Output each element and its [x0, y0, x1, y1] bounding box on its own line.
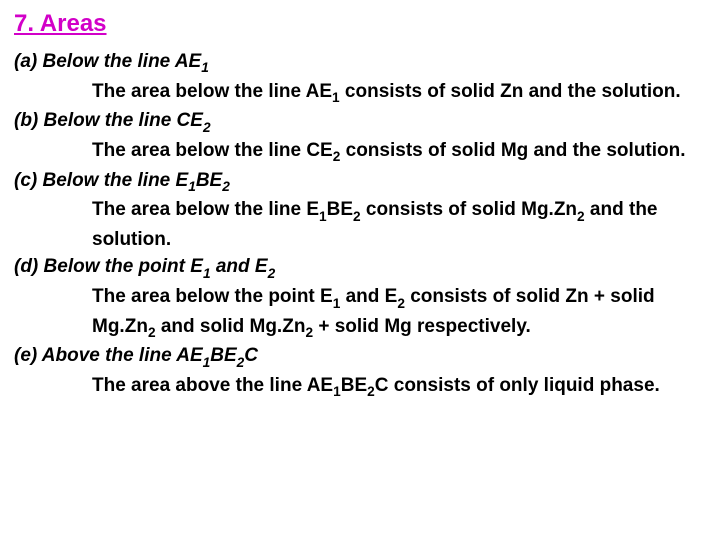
text: (a) Below the line AE — [14, 51, 201, 72]
text: and E — [211, 256, 268, 277]
item-e-body: The area above the line AE1BE2C consists… — [92, 372, 686, 402]
text: BE — [341, 375, 367, 396]
text: consists of solid Mg and the solution. — [340, 140, 685, 161]
text: consists of solid Zn and the solution. — [340, 81, 681, 102]
text: (c) Below the line E — [14, 170, 188, 191]
subscript: 2 — [305, 325, 313, 340]
subscript: 1 — [333, 384, 341, 399]
subscript: 2 — [367, 384, 375, 399]
text: C — [244, 345, 258, 366]
item-d-label: (d) Below the point E1 and E2 — [14, 253, 706, 283]
text: The area below the point E — [92, 286, 333, 307]
subscript: 2 — [148, 325, 156, 340]
subscript: 2 — [577, 209, 585, 224]
text: The area above the line AE — [92, 375, 333, 396]
item-a-label: (a) Below the line AE1 — [14, 48, 706, 78]
text: The area below the line E — [92, 199, 319, 220]
text: BE — [196, 170, 222, 191]
item-b-label: (b) Below the line CE2 — [14, 107, 706, 137]
item-c-body: The area below the line E1BE2 consists o… — [92, 196, 686, 253]
subscript: 2 — [268, 266, 276, 281]
text: BE — [327, 199, 353, 220]
text: (d) Below the point E — [14, 256, 203, 277]
subscript: 1 — [333, 296, 341, 311]
text: consists of solid Mg.Zn — [361, 199, 577, 220]
text: The area below the line CE — [92, 140, 333, 161]
subscript: 2 — [237, 355, 245, 370]
item-d-body: The area below the point E1 and E2 consi… — [92, 283, 686, 342]
subscript: 1 — [332, 90, 340, 105]
text: consists of only liquid phase. — [388, 375, 659, 396]
item-e-label: (e) Above the line AE1BE2C — [14, 342, 706, 372]
text: (e) Above the line AE — [14, 345, 203, 366]
text: (b) Below the line CE — [14, 110, 203, 131]
item-c-label: (c) Below the line E1BE2 — [14, 167, 706, 197]
section-heading: 7. Areas — [14, 10, 706, 38]
subscript: 2 — [353, 209, 361, 224]
item-b-body: The area below the line CE2 consists of … — [92, 137, 686, 167]
text: The area below the line AE — [92, 81, 332, 102]
subscript: 2 — [222, 179, 230, 194]
text: + solid Mg respectively. — [313, 316, 531, 337]
text: and solid Mg.Zn — [156, 316, 306, 337]
subscript: 1 — [203, 355, 211, 370]
subscript: 1 — [188, 179, 196, 194]
subscript: 1 — [201, 60, 209, 75]
text: and E — [340, 286, 397, 307]
subscript: 1 — [319, 209, 327, 224]
subscript: 2 — [333, 149, 341, 164]
subscript: 1 — [203, 266, 211, 281]
item-a-body: The area below the line AE1 consists of … — [92, 78, 686, 108]
subscript: 2 — [397, 296, 405, 311]
text: BE — [210, 345, 236, 366]
subscript: 2 — [203, 120, 211, 135]
text: C — [375, 375, 389, 396]
